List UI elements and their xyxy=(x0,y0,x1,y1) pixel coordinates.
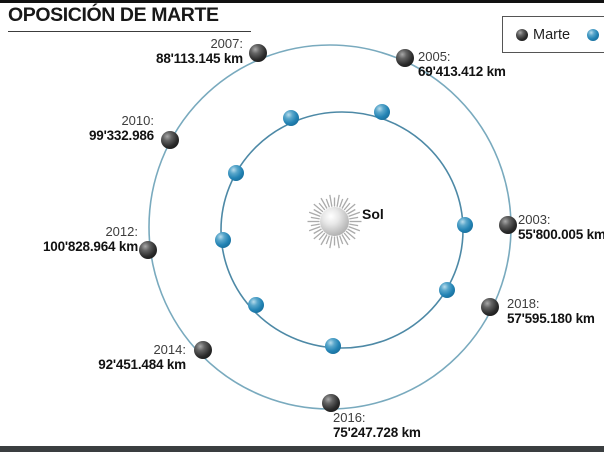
top-border-bar xyxy=(0,0,604,3)
mars-dot-4 xyxy=(139,241,157,259)
sun-icon xyxy=(320,207,349,236)
opposition-year: 2005: xyxy=(418,49,451,64)
legend-label: Marte xyxy=(533,26,571,43)
mars-dot-0 xyxy=(249,44,267,62)
opposition-distance: 88'113.145 km xyxy=(156,50,243,66)
opposition-distance: 57'595.180 km xyxy=(507,310,595,326)
opposition-year: 2018: xyxy=(507,296,540,311)
opposition-distance: 100'828.964 km xyxy=(43,238,138,254)
opposition-label-1: 2005: 69'413.412 km xyxy=(418,49,506,79)
opposition-year: 2012: xyxy=(105,224,138,239)
mars-dot-5 xyxy=(481,298,499,316)
opposition-year: 2010: xyxy=(121,113,154,128)
legend-item-mars: Marte xyxy=(516,27,570,43)
opposition-distance: 92'451.484 km xyxy=(98,356,186,372)
earth-dot-1 xyxy=(374,104,390,120)
mars-dot-1 xyxy=(396,49,414,67)
opposition-label-6: 2014: 92'451.484 km xyxy=(98,342,186,372)
opposition-year: 2014: xyxy=(153,342,186,357)
earth-dot-2 xyxy=(228,165,244,181)
mars-dot-7 xyxy=(322,394,340,412)
mars-dot-3 xyxy=(499,216,517,234)
opposition-year: 2016: xyxy=(333,410,366,425)
opposition-distance: 69'413.412 km xyxy=(418,63,506,79)
mars-legend-dot-icon xyxy=(516,28,528,41)
opposition-label-4: 2012: 100'828.964 km xyxy=(43,224,138,254)
opposition-year: 2003: xyxy=(518,212,551,227)
opposition-label-7: 2016: 75'247.728 km xyxy=(333,410,421,440)
earth-dot-3 xyxy=(215,232,231,248)
page-title: OPOSICIÓN DE MARTE xyxy=(8,4,251,32)
opposition-label-0: 2007: 88'113.145 km xyxy=(156,36,243,66)
opposition-year: 2007: xyxy=(210,36,243,51)
earth-dot-5 xyxy=(439,282,455,298)
legend-item-earth: Tierra xyxy=(587,27,604,43)
earth-dot-6 xyxy=(248,297,264,313)
earth-dot-0 xyxy=(283,110,299,126)
earth-dot-4 xyxy=(457,217,473,233)
opposition-distance: 75'247.728 km xyxy=(333,424,421,440)
sun-label: Sol xyxy=(362,206,384,222)
opposition-label-5: 2018: 57'595.180 km xyxy=(507,296,595,326)
opposition-distance: 55'800.005 km xyxy=(518,226,604,242)
earth-legend-dot-icon xyxy=(587,28,600,41)
opposition-label-3: 2003: 55'800.005 km xyxy=(518,212,604,242)
opposition-label-2: 2010: 99'332.986 xyxy=(88,113,154,143)
mars-dot-6 xyxy=(194,341,212,359)
earth-dot-7 xyxy=(325,338,341,354)
legend-box: Marte Tierra xyxy=(502,16,604,53)
sun-rays-icon xyxy=(307,194,362,249)
bottom-border-bar xyxy=(0,446,604,452)
opposition-distance: 99'332.986 xyxy=(88,127,154,143)
mars-dot-2 xyxy=(161,131,179,149)
